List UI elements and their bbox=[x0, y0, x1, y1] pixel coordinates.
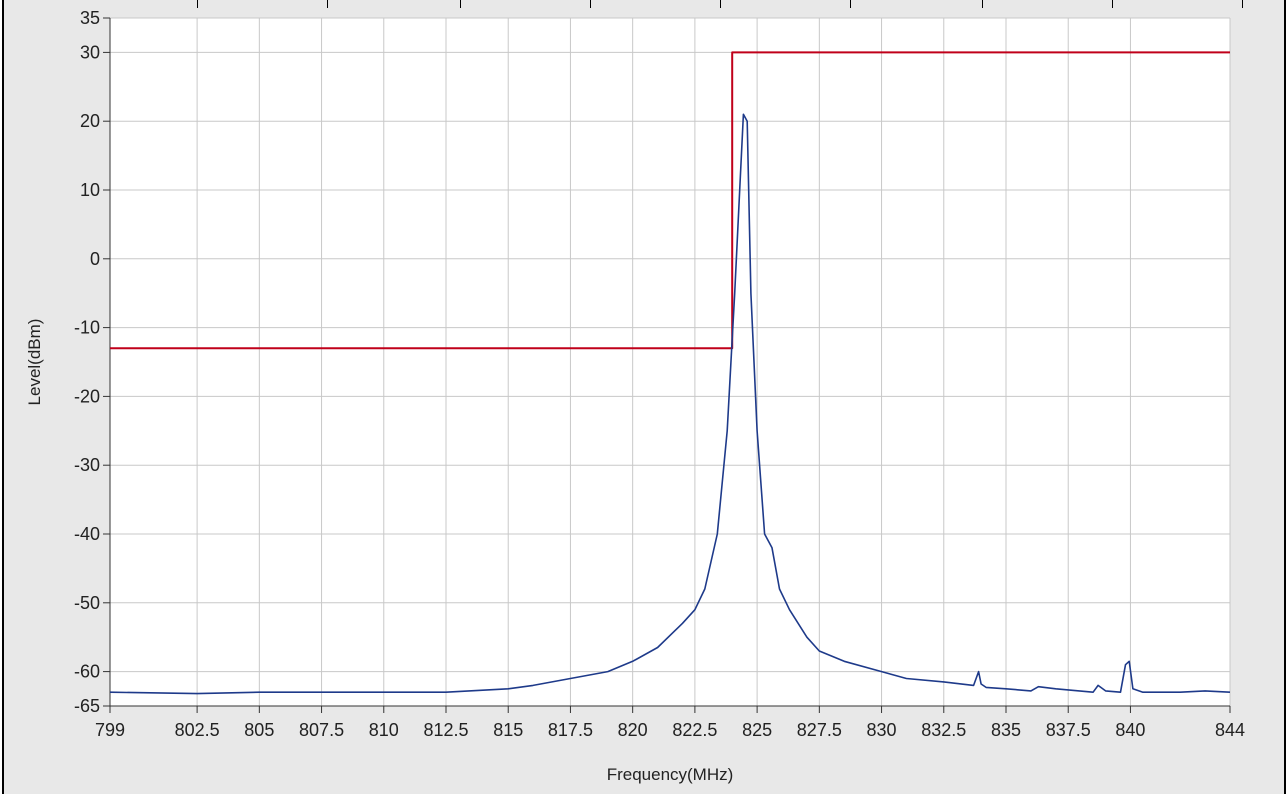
x-tick-label: 815 bbox=[493, 720, 523, 740]
y-tick-label: 20 bbox=[80, 111, 100, 131]
x-tick-label: 835 bbox=[991, 720, 1021, 740]
x-tick-label: 799 bbox=[95, 720, 125, 740]
y-tick-label: 30 bbox=[80, 42, 100, 62]
axes: 799 802.5 805 807.5 810 812.5 815 817.5 820 822.5… bbox=[74, 8, 1245, 740]
x-tick-label: 832.5 bbox=[921, 720, 966, 740]
spectrum-trace-line bbox=[109, 113, 1231, 695]
y-tick-label: -30 bbox=[74, 455, 100, 475]
series-layer bbox=[109, 51, 1231, 695]
y-tick-label: -20 bbox=[74, 386, 100, 406]
x-tick-label: 830 bbox=[867, 720, 897, 740]
x-tick-label: 817.5 bbox=[548, 720, 593, 740]
limit-mask-line bbox=[110, 51, 1230, 350]
y-tick-label: -50 bbox=[74, 593, 100, 613]
y-tick-label: -60 bbox=[74, 662, 100, 682]
plot-area bbox=[110, 18, 1230, 706]
x-tick-label: 825 bbox=[742, 720, 772, 740]
x-tick-label: 837.5 bbox=[1046, 720, 1091, 740]
x-tick-label: 820 bbox=[618, 720, 648, 740]
x-tick-label: 844 bbox=[1215, 720, 1245, 740]
x-tick-label: 805 bbox=[244, 720, 274, 740]
x-tick-label: 802.5 bbox=[175, 720, 220, 740]
y-tick-label: -10 bbox=[74, 318, 100, 338]
top-border-strip bbox=[0, 0, 1288, 8]
y-axis-title: Level(dBm) bbox=[25, 319, 44, 406]
y-tick-label: 0 bbox=[90, 249, 100, 269]
grid-lines bbox=[109, 17, 1231, 707]
x-tick-label: 812.5 bbox=[423, 720, 468, 740]
x-tick-label: 822.5 bbox=[672, 720, 717, 740]
y-tick-label: -65 bbox=[74, 696, 100, 716]
y-tick-label: 35 bbox=[80, 8, 100, 28]
x-tick-label: 840 bbox=[1115, 720, 1145, 740]
y-tick-label: 10 bbox=[80, 180, 100, 200]
x-axis-title: Frequency(MHz) bbox=[607, 765, 734, 784]
x-tick-label: 810 bbox=[369, 720, 399, 740]
y-tick-label: -40 bbox=[74, 524, 100, 544]
x-tick-label: 827.5 bbox=[797, 720, 842, 740]
x-tick-label: 807.5 bbox=[299, 720, 344, 740]
